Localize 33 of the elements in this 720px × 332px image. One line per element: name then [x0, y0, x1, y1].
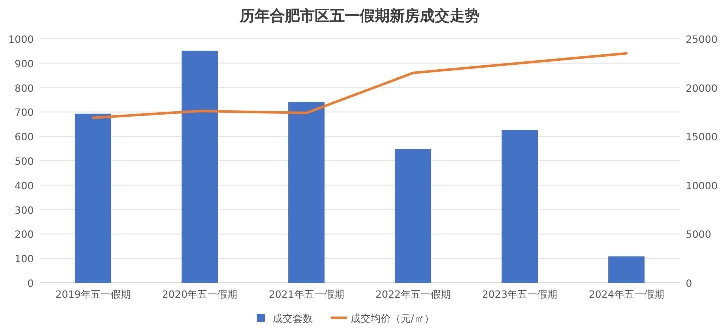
bar [608, 256, 645, 283]
y2-tick-label: 0 [686, 279, 692, 290]
x-tick-label: 2023年五一假期 [482, 289, 558, 301]
y-tick-label: 500 [14, 157, 34, 168]
bar [288, 102, 325, 283]
bar [502, 130, 538, 283]
y-tick-label: 300 [14, 206, 34, 217]
y-tick-label: 100 [14, 254, 34, 266]
x-tick-label: 2022年五一假期 [376, 289, 452, 301]
y-tick-label: 0 [28, 279, 34, 290]
y-tick-label: 400 [14, 181, 34, 192]
x-tick-label: 2024年五一假期 [588, 289, 664, 301]
bar [395, 149, 432, 283]
y-tick-label: 800 [14, 84, 34, 95]
legend-label: 成交套数 [273, 313, 313, 325]
y-tick-label: 900 [14, 59, 34, 70]
legend-label: 成交均价（元/㎡） [351, 313, 434, 325]
line-series [92, 52, 628, 120]
y2-tick-label: 20000 [686, 84, 718, 95]
y-tick-label: 700 [14, 108, 34, 120]
y-tick-label: 200 [14, 230, 34, 242]
x-tick-label: 2021年五一假期 [268, 289, 344, 301]
y2-tick-label: 10000 [686, 181, 718, 192]
y2-tick-label: 5000 [686, 230, 712, 242]
bar [182, 50, 218, 283]
bar [75, 114, 112, 283]
x-tick-label: 2019年五一假期 [56, 289, 132, 301]
y-tick-label: 1000 [8, 35, 34, 46]
x-tick-label: 2020年五一假期 [162, 289, 238, 301]
y-tick-label: 600 [14, 132, 34, 144]
y2-tick-label: 25000 [686, 35, 718, 46]
y2-tick-label: 15000 [686, 132, 718, 144]
chart-title: 历年合肥市区五一假期新房成交走势 [239, 7, 480, 25]
